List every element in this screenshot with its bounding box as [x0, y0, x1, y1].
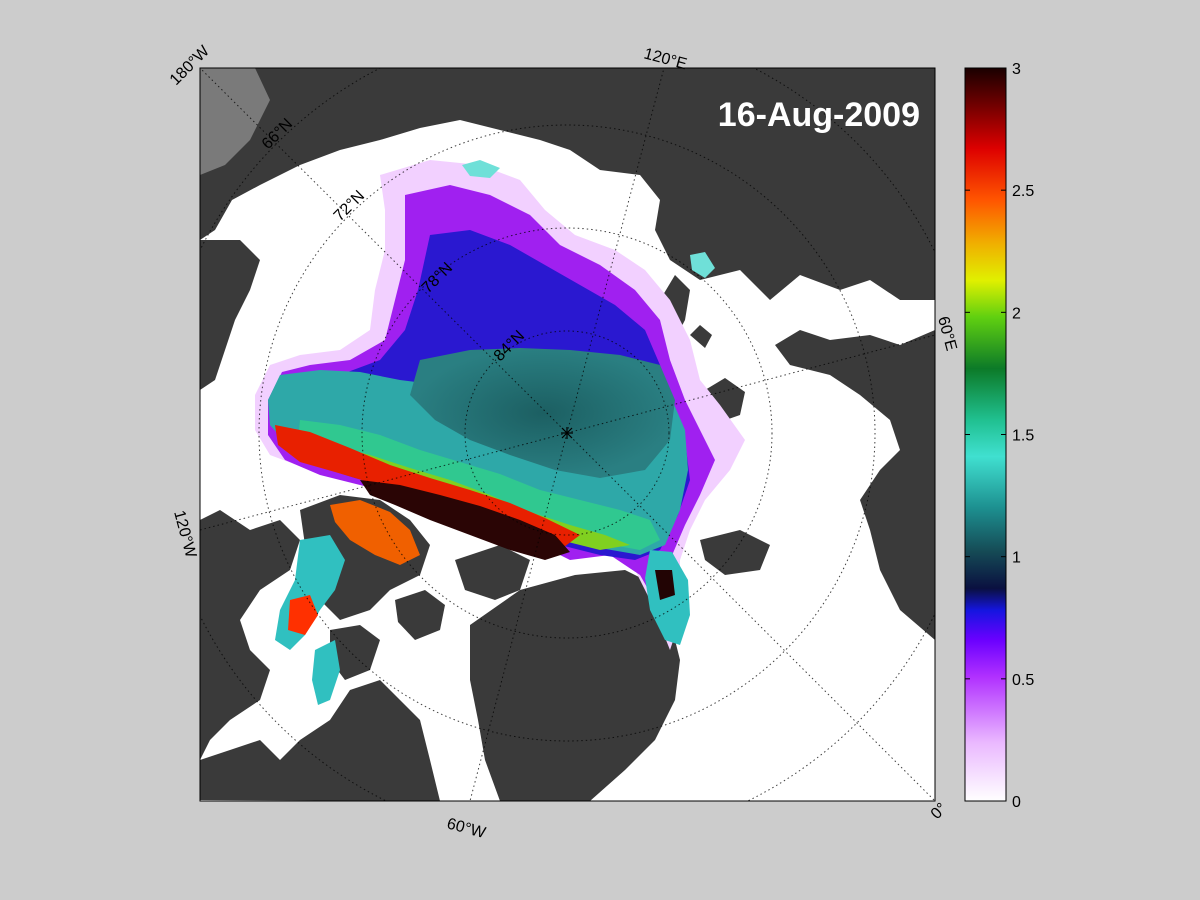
lon-label-0: 0°	[928, 800, 951, 823]
colorbar-tick-label: 1	[1012, 550, 1021, 567]
map-frame	[199, 67, 936, 802]
out-of-domain	[200, 68, 270, 175]
colorbar-tick-label: 0.5	[1012, 672, 1034, 689]
colorbar-tick-label: 0	[1012, 794, 1021, 811]
colorbar-tick-label: 2.5	[1012, 183, 1034, 200]
colorbar-tick-label: 1.5	[1012, 428, 1034, 445]
lon-label-60w: 60°W	[445, 815, 488, 842]
lon-label-60e: 60°E	[934, 315, 959, 353]
map-panel: 66°N 72°N 78°N 84°N 16-Aug-2009	[199, 67, 936, 802]
pole-star-icon	[561, 427, 573, 439]
date-label: 16-Aug-2009	[718, 96, 920, 134]
colorbar-tick-label: 3	[1012, 61, 1021, 78]
graticule	[200, 68, 935, 801]
lon-label-120w: 120°W	[170, 509, 199, 561]
colorbar: 0 0.5 1 1.5 2 2.5 3	[964, 61, 1034, 811]
colorbar-tick-label: 2	[1012, 305, 1021, 322]
colorbar-scale	[964, 67, 1007, 802]
